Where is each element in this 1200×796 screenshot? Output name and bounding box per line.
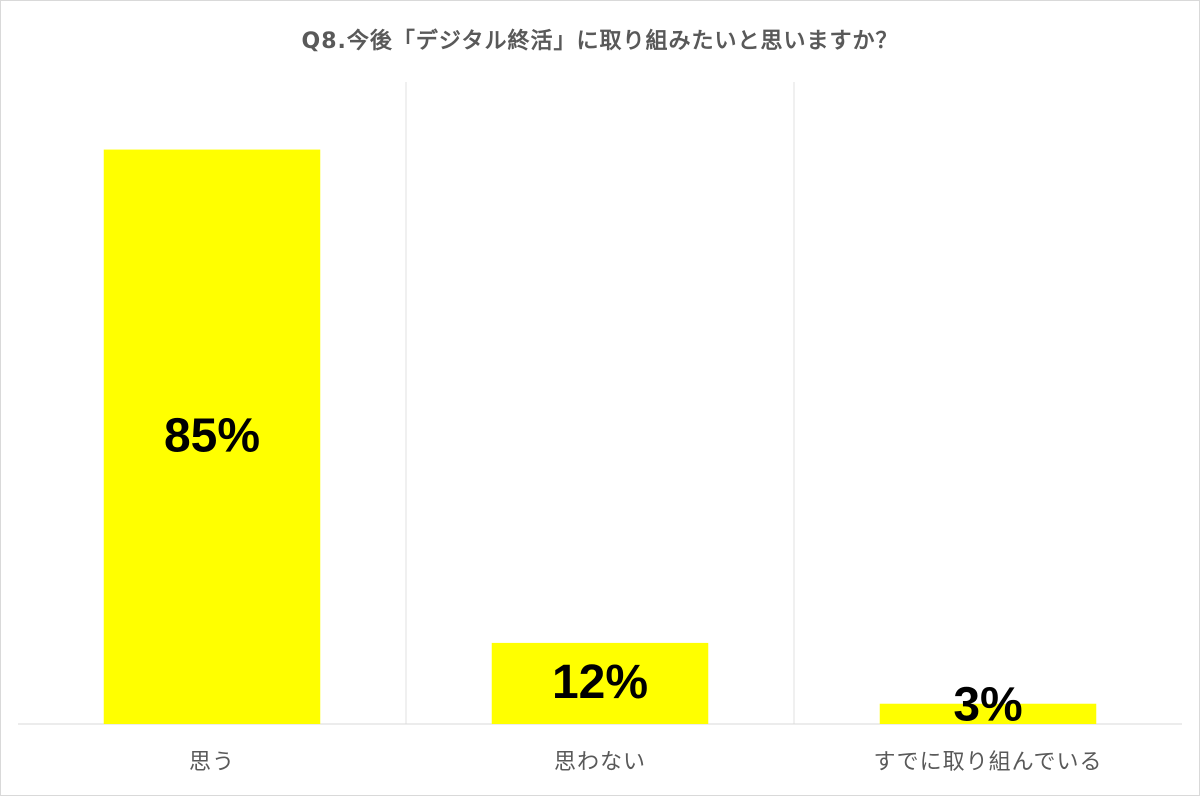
bar (103, 149, 321, 724)
x-tick-label: 思う (189, 750, 235, 775)
bar (491, 642, 709, 724)
x-tick-label: 思わない (554, 750, 646, 775)
bar (879, 703, 1097, 724)
chart-title: Q8.今後「デジタル終活」に取り組みたいと思いますか？ (302, 28, 899, 54)
x-tick-label: すでに取り組んでいる (873, 750, 1102, 775)
value-label: 12% (552, 656, 648, 709)
value-label: 85% (164, 409, 260, 462)
value-label: 3% (953, 679, 1022, 732)
